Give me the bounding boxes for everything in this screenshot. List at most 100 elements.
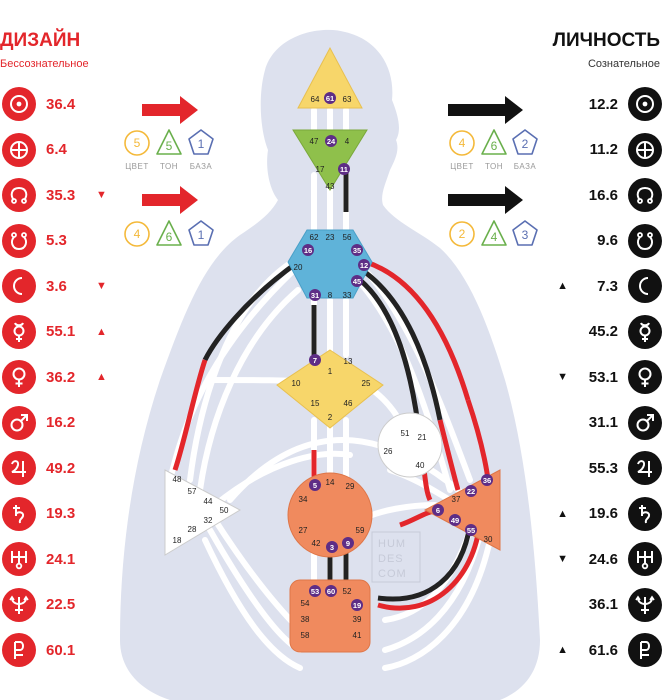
neptune-icon	[2, 587, 36, 622]
planet-gate-value: 11.2	[589, 141, 618, 158]
planet-gate-value: 19.3	[46, 505, 76, 522]
svg-text:9: 9	[346, 539, 350, 548]
design-planet-row[interactable]: 19.3	[2, 496, 96, 532]
svg-text:8: 8	[328, 291, 333, 300]
exaltation-mark: ▼	[557, 553, 568, 565]
svg-text:6: 6	[436, 506, 440, 515]
sun-icon	[628, 87, 662, 121]
svg-text:50: 50	[220, 506, 229, 515]
planet-gate-value: 55.1	[46, 323, 76, 340]
svg-text:5: 5	[313, 481, 317, 490]
design-planet-row[interactable]: 35.3 ▼	[2, 177, 107, 213]
svg-text:43: 43	[326, 182, 335, 191]
solar-plexus-center[interactable]	[423, 469, 501, 551]
exaltation-mark: ▲	[557, 280, 568, 292]
design-arrow-bottom	[142, 186, 198, 214]
personality-planet-row[interactable]: 31.1	[568, 405, 662, 441]
svg-text:63: 63	[343, 95, 352, 104]
sacral-center[interactable]	[287, 472, 373, 558]
g-center[interactable]	[276, 349, 384, 429]
design-planet-row[interactable]: 24.1	[2, 541, 96, 577]
variable-value: 5	[134, 136, 141, 150]
variable-value: 4	[459, 136, 466, 150]
variable-value: 2	[459, 227, 466, 241]
planet-gate-value: 36.1	[588, 596, 618, 613]
personality-planet-row[interactable]: ▼ 53.1	[557, 359, 662, 395]
exaltation-mark: ▲	[557, 507, 568, 520]
planet-gate-value: 7.3	[597, 277, 618, 295]
sun-icon	[2, 87, 36, 121]
saturn-icon	[2, 496, 36, 531]
personality-planet-row[interactable]: ▲ 19.6	[557, 496, 662, 532]
design-planet-row[interactable]: 3.6 ▼	[2, 268, 107, 304]
svg-text:14: 14	[326, 478, 335, 487]
svg-text:3: 3	[330, 543, 334, 552]
personality-planet-row[interactable]: 36.1	[568, 587, 662, 623]
variable-value: 1	[198, 137, 205, 151]
design-subtitle: Бессознательное	[0, 58, 89, 70]
planet-gate-value: 61.6	[588, 641, 618, 659]
active-gates: 61 24 11 16 35 12 45 31 7 5 3 9 36 22 6 …	[302, 92, 493, 611]
svg-text:48: 48	[173, 475, 182, 484]
svg-text:40: 40	[416, 461, 425, 470]
personality-planet-row[interactable]: 55.3	[568, 450, 662, 486]
variable-label: ЦВЕТ	[125, 162, 148, 171]
design-planet-row[interactable]: 60.1	[2, 632, 96, 668]
svg-text:29: 29	[346, 482, 355, 491]
personality-planet-row[interactable]: 16.6	[568, 177, 662, 213]
personality-variables: 4 6 2 ЦВЕТ ТОН БАЗА 2 4 3	[449, 129, 538, 247]
design-planet-row[interactable]: 6.4	[2, 132, 96, 168]
root-center[interactable]	[289, 579, 371, 653]
svg-text:55: 55	[467, 526, 475, 535]
planet-gate-value: 60.1	[46, 641, 76, 659]
design-planet-row[interactable]: 16.2	[2, 405, 96, 441]
personality-planet-row[interactable]: 45.2	[568, 314, 662, 350]
svg-text:12: 12	[360, 261, 368, 270]
design-planet-row[interactable]: 22.5	[2, 587, 96, 623]
venus-icon	[628, 360, 662, 394]
svg-text:1: 1	[328, 367, 333, 376]
personality-planet-row[interactable]: ▲ 61.6	[557, 632, 662, 668]
design-planet-row[interactable]: 55.1 ▲	[2, 314, 107, 350]
svg-text:39: 39	[353, 615, 362, 624]
design-planet-row[interactable]: 36.4	[2, 86, 96, 122]
heart-center[interactable]	[377, 412, 443, 478]
jupiter-icon	[628, 451, 662, 485]
watermark-text: HUM	[378, 538, 406, 550]
design-planet-row[interactable]: 36.2 ▲	[2, 359, 107, 395]
svg-text:10: 10	[292, 379, 301, 388]
earth-icon	[2, 132, 36, 167]
north-node-icon	[628, 178, 662, 212]
svg-text:28: 28	[188, 525, 197, 534]
personality-planet-row[interactable]: ▼ 24.6	[557, 541, 662, 577]
variable-value: 5	[166, 139, 173, 153]
variable-value: 2	[522, 137, 529, 151]
svg-text:23: 23	[326, 233, 335, 242]
planet-gate-value: 19.6	[588, 505, 618, 522]
variable-label: ТОН	[485, 162, 503, 171]
planet-gate-value: 24.6	[588, 550, 618, 568]
planet-gate-value: 22.5	[46, 596, 76, 613]
design-planet-row[interactable]: 5.3	[2, 223, 96, 259]
variable-label: ЦВЕТ	[450, 162, 473, 171]
personality-subtitle: Сознательное	[587, 58, 660, 70]
planet-gate-value: 45.2	[588, 323, 618, 340]
planet-gate-value: 5.3	[46, 232, 67, 249]
personality-planet-row[interactable]: 11.2	[568, 132, 662, 168]
moon-icon	[628, 269, 662, 303]
planet-gate-value: 36.2	[46, 368, 76, 386]
head-center[interactable]	[297, 46, 363, 109]
ajna-center[interactable]	[292, 129, 368, 191]
variable-value: 6	[166, 230, 173, 244]
personality-title: ЛИЧНОСТЬ	[552, 30, 660, 51]
svg-text:19: 19	[353, 601, 361, 610]
personality-planet-row[interactable]: 9.6	[568, 223, 662, 259]
personality-planet-row[interactable]: 12.2	[568, 86, 662, 122]
spleen-center[interactable]	[164, 469, 242, 556]
design-planet-row[interactable]: 49.2	[2, 450, 96, 486]
personality-planet-row[interactable]: ▲ 7.3	[557, 268, 662, 304]
svg-text:51: 51	[401, 429, 410, 438]
svg-text:64: 64	[311, 95, 320, 104]
svg-text:18: 18	[173, 536, 182, 545]
